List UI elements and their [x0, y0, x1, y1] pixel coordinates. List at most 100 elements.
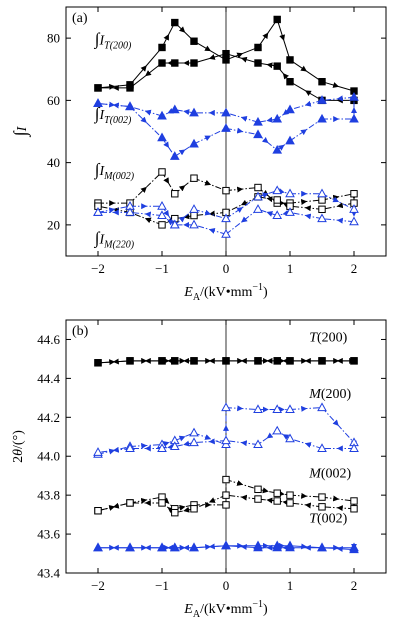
data-point — [349, 113, 359, 123]
series-segment — [193, 53, 227, 64]
series-segment — [129, 171, 163, 204]
panel-a: −2 −1 0 1 2 20 40 60 80 (a) EA/(kV•mm−1) ∫I ∫IT(200)… — [10, 6, 387, 303]
series-segment — [289, 99, 323, 111]
data-point — [273, 15, 281, 24]
series-label: ∫IM(002) — [94, 160, 135, 182]
series-segment — [289, 211, 323, 220]
series-segment — [193, 40, 227, 61]
series-segment — [174, 143, 195, 157]
y-tick-label: 60 — [47, 93, 60, 108]
data-point — [272, 404, 283, 414]
data-point — [350, 505, 358, 513]
data-point — [126, 84, 134, 92]
series-segment — [289, 81, 323, 101]
x-tick-label: 0 — [223, 261, 230, 276]
data-point — [273, 497, 281, 505]
y-axis-label: ∫I — [10, 125, 31, 137]
data-point — [157, 110, 167, 120]
data-point — [254, 357, 262, 365]
series-segment — [193, 224, 227, 235]
series-segment — [193, 438, 227, 445]
series-segment — [321, 193, 355, 210]
data-point — [318, 503, 326, 511]
series-segment — [129, 496, 163, 504]
x-tick-label: 1 — [287, 261, 294, 276]
data-point — [125, 443, 135, 452]
data-point — [169, 542, 180, 552]
data-point — [94, 359, 102, 367]
data-point — [189, 427, 199, 437]
data-point — [189, 204, 199, 213]
data-point — [318, 196, 326, 204]
y-tick-label: 40 — [47, 155, 60, 170]
series-segment — [321, 202, 355, 210]
y-tick-label: 20 — [47, 217, 60, 232]
series-segment — [225, 53, 259, 64]
series-label: T(200) — [309, 330, 347, 345]
series-segment — [174, 109, 195, 115]
series-label: T(002) — [309, 511, 347, 526]
series-segment — [289, 492, 323, 499]
series-segment — [129, 106, 163, 117]
series-segment — [225, 196, 259, 220]
data-point — [125, 542, 135, 552]
series-segment — [225, 112, 259, 123]
data-point — [222, 186, 230, 195]
data-point — [317, 443, 327, 452]
data-point — [222, 491, 230, 499]
data-point — [189, 219, 199, 229]
data-point — [171, 18, 179, 27]
series-segment — [129, 62, 163, 89]
series-segment — [289, 199, 323, 205]
y-tick-label: 80 — [47, 31, 60, 46]
data-point — [317, 402, 327, 412]
data-point — [317, 95, 327, 104]
series-segment — [321, 95, 355, 102]
data-point — [93, 207, 103, 216]
series-segment — [321, 495, 355, 502]
y-tick-label: 43.8 — [37, 488, 60, 503]
data-point — [285, 542, 295, 552]
data-point — [221, 540, 231, 550]
x-tick-label: 1 — [287, 578, 294, 593]
series-segment — [225, 440, 259, 447]
data-point — [349, 92, 359, 101]
y-tick-label: 44.2 — [37, 410, 60, 425]
series-t002: T(002) — [93, 511, 359, 554]
data-point — [125, 101, 135, 111]
data-point — [93, 447, 103, 456]
panel-b: −2 −1 0 1 2 43.4 43.6 43.8 44.0 44.2 44.4 44.6 (b) EA… — [11, 319, 387, 619]
data-point — [285, 188, 295, 198]
data-point — [222, 56, 230, 64]
series-label: ∫IM(220) — [94, 229, 135, 251]
data-point — [254, 59, 262, 67]
data-point — [221, 228, 231, 238]
data-point — [318, 357, 326, 365]
series-segment — [161, 22, 176, 48]
data-point — [317, 188, 327, 198]
x-tick-label: −2 — [91, 578, 105, 593]
series-m200: M(200) — [93, 387, 359, 458]
data-point — [221, 435, 231, 445]
data-point — [286, 491, 294, 499]
data-point — [253, 542, 263, 552]
data-point — [189, 138, 199, 148]
data-point — [317, 213, 327, 223]
series-segment — [289, 205, 323, 212]
data-point — [171, 59, 179, 67]
data-point — [171, 508, 179, 517]
x-tick-label: −2 — [91, 261, 105, 276]
x-tick-label: −1 — [155, 261, 169, 276]
data-point — [222, 475, 230, 484]
series-segment — [225, 127, 259, 136]
y-axis-label: 2θ/(°) — [11, 430, 26, 463]
data-point — [126, 499, 134, 507]
series-segment — [97, 358, 131, 365]
data-point — [318, 78, 326, 86]
data-point — [272, 425, 283, 435]
data-point — [318, 493, 326, 501]
data-point — [317, 113, 327, 123]
data-point — [286, 357, 294, 365]
data-point — [158, 499, 166, 507]
data-point — [253, 204, 263, 213]
